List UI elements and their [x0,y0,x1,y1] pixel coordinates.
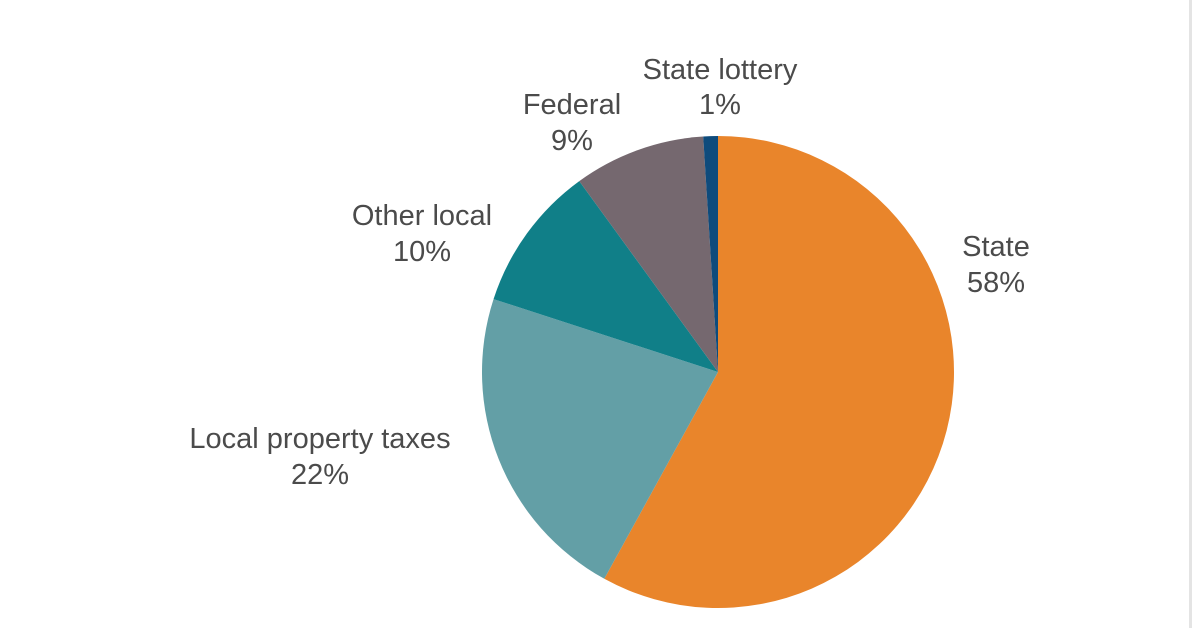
slice-other-local [493,181,718,372]
slice-state [604,136,955,608]
slice-label-local-property-taxes: Local property taxes [189,423,450,455]
slice-federal [579,136,718,372]
pie-labels: State 58% Local property taxes 22% Other loc… [189,54,1029,491]
slice-state-lottery [703,136,718,372]
slice-label-state: State [962,231,1030,263]
frame-edge [1189,0,1192,628]
slice-value-local-property-taxes: 22% [291,459,349,491]
slice-label-federal: Federal [523,89,621,121]
slice-label-other-local: Other local [352,200,492,232]
slice-local-property-taxes [482,299,718,579]
slice-value-other-local: 10% [393,236,451,268]
pie-slices [482,136,955,608]
slice-value-state: 58% [967,267,1025,299]
slice-label-state-lottery: State lottery [643,54,798,86]
slice-value-state-lottery: 1% [699,89,741,121]
slice-value-federal: 9% [551,125,593,157]
